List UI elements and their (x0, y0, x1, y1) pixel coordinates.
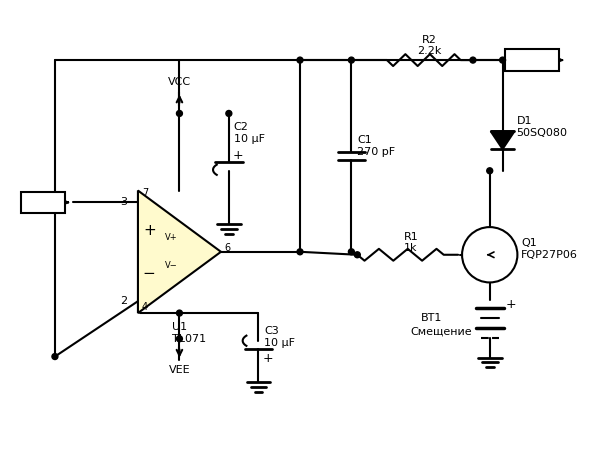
Text: R1: R1 (404, 232, 419, 242)
Text: FQP27P06: FQP27P06 (521, 250, 578, 260)
FancyBboxPatch shape (22, 191, 65, 213)
Text: 3: 3 (121, 197, 128, 207)
Text: VEE: VEE (169, 365, 190, 376)
Text: Q1: Q1 (521, 238, 537, 248)
Text: 270 pF: 270 pF (358, 147, 395, 157)
Text: V−: V− (165, 261, 178, 270)
FancyBboxPatch shape (505, 49, 559, 71)
Text: C1: C1 (358, 135, 372, 145)
Circle shape (470, 57, 476, 63)
Circle shape (176, 110, 182, 117)
Circle shape (176, 310, 182, 316)
Text: +: + (262, 352, 273, 365)
Text: 7: 7 (142, 188, 148, 197)
Circle shape (462, 227, 517, 282)
Text: V+: V+ (165, 234, 178, 243)
Circle shape (355, 252, 360, 258)
Text: Смещение: Смещение (410, 327, 472, 337)
Text: 50SQ080: 50SQ080 (517, 128, 568, 138)
Text: D1: D1 (517, 117, 532, 126)
Text: C2: C2 (234, 122, 248, 132)
Text: BT1: BT1 (421, 313, 442, 323)
Text: +: + (143, 223, 155, 237)
Circle shape (226, 110, 232, 117)
Text: 6: 6 (224, 243, 230, 253)
Text: 10 μF: 10 μF (265, 338, 295, 348)
Text: VCC: VCC (168, 77, 191, 87)
Text: Выход: Выход (509, 55, 546, 65)
Circle shape (349, 249, 355, 255)
Circle shape (500, 57, 506, 63)
Text: 4: 4 (142, 302, 148, 312)
Circle shape (52, 353, 58, 360)
Text: 2: 2 (121, 296, 128, 306)
Circle shape (487, 168, 493, 174)
Text: +: + (233, 149, 244, 163)
Text: 10 μF: 10 μF (234, 134, 265, 144)
Polygon shape (138, 190, 221, 313)
Circle shape (297, 249, 303, 255)
Text: 1k: 1k (404, 243, 417, 253)
Text: TL071: TL071 (172, 334, 206, 344)
Text: R2: R2 (422, 35, 437, 45)
Text: $V_{REF}$: $V_{REF}$ (24, 196, 47, 209)
Text: 2.2k: 2.2k (417, 46, 442, 56)
Text: C3: C3 (265, 326, 279, 336)
Text: −: − (143, 266, 155, 281)
Circle shape (349, 57, 355, 63)
Text: +: + (506, 298, 516, 311)
Circle shape (297, 57, 303, 63)
Polygon shape (491, 131, 514, 149)
Circle shape (176, 336, 182, 342)
Text: U1: U1 (172, 322, 187, 332)
